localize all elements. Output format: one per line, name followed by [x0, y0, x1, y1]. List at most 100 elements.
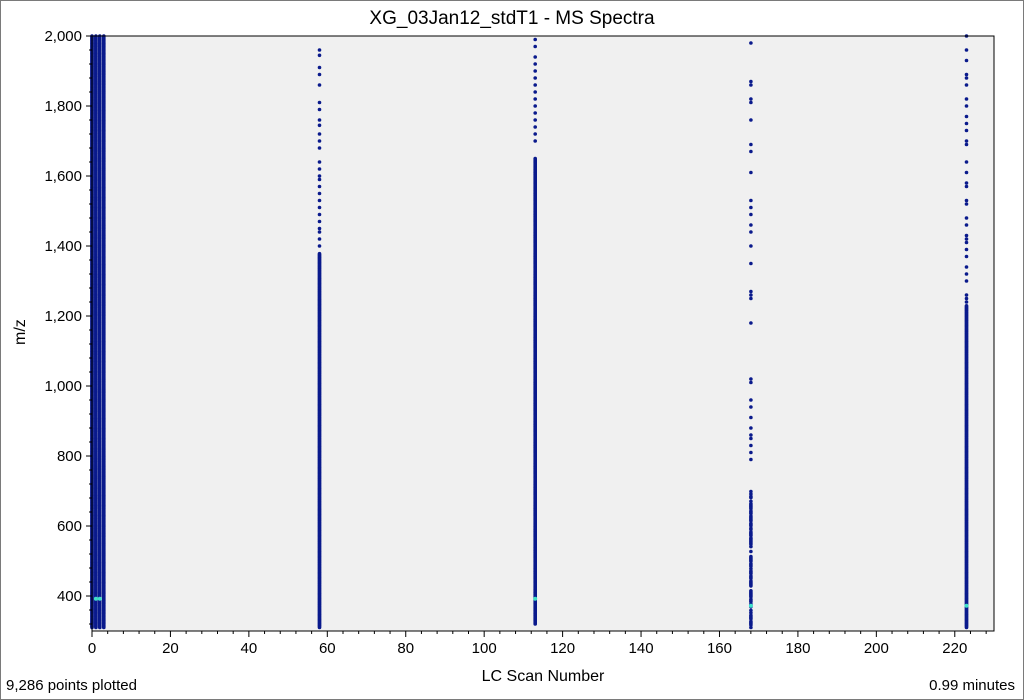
data-point [964, 139, 969, 143]
data-point [749, 608, 753, 613]
data-point [749, 289, 753, 294]
data-point [317, 198, 322, 203]
data-point [964, 128, 969, 133]
data-point [749, 149, 753, 154]
data-point [964, 233, 969, 238]
data-point [749, 198, 753, 203]
data-point [749, 296, 753, 301]
data-point [317, 123, 322, 128]
data-point [317, 237, 322, 241]
data-point [964, 114, 969, 119]
data-point [749, 223, 753, 227]
x-tick-label: 140 [629, 640, 654, 657]
data-point [317, 244, 322, 248]
y-tick-label: 1,400 [44, 238, 82, 255]
data-point [749, 443, 753, 448]
data-point [964, 160, 969, 164]
data-point [964, 184, 969, 189]
scan-113-points [533, 37, 537, 626]
y-tick-label: 1,600 [44, 168, 82, 185]
y-tick-label: 1,800 [44, 98, 82, 115]
data-point [964, 254, 969, 259]
data-point [964, 181, 969, 185]
data-point [749, 457, 753, 462]
data-point [749, 499, 753, 504]
data-point [317, 48, 322, 52]
data-point [749, 436, 753, 441]
data-point [317, 139, 322, 143]
data-point [964, 304, 969, 308]
data-point [317, 72, 322, 77]
data-point [317, 100, 322, 105]
scan-58-points [317, 48, 322, 630]
data-point [749, 415, 753, 420]
data-point [533, 37, 537, 42]
data-point [749, 170, 753, 175]
data-point [317, 251, 322, 256]
data-point [533, 62, 537, 66]
data-point [964, 247, 969, 252]
data-point [317, 226, 322, 231]
data-point [749, 244, 753, 248]
data-point [317, 118, 322, 122]
data-point [964, 170, 969, 175]
x-tick-label: 120 [550, 640, 575, 657]
elapsed-time-status: 0.99 minutes [929, 677, 1015, 694]
x-tick-label: 80 [397, 640, 414, 657]
data-point [964, 202, 969, 206]
chart-title: XG_03Jan12_stdT1 - MS Spectra [369, 8, 655, 29]
data-point [964, 237, 969, 241]
data-point [317, 83, 322, 87]
data-point [317, 191, 322, 196]
data-point [749, 554, 753, 559]
points-plotted-status: 9,286 points plotted [6, 677, 137, 694]
x-tick-label: 160 [707, 640, 732, 657]
data-point [964, 293, 969, 297]
data-point [749, 41, 753, 45]
data-point [749, 433, 753, 437]
data-point [533, 97, 537, 101]
highlight-point [748, 603, 753, 608]
data-point [749, 450, 753, 455]
data-point [317, 230, 322, 234]
data-point [749, 230, 753, 234]
data-point [533, 111, 537, 115]
data-point [749, 377, 753, 381]
x-tick-label: 100 [472, 640, 497, 657]
x-tick-label: 20 [162, 640, 179, 657]
scan-223-points [964, 34, 969, 630]
data-point [964, 300, 969, 304]
data-point [964, 198, 969, 203]
data-point [533, 83, 537, 87]
data-point [749, 97, 753, 101]
data-point [749, 118, 753, 122]
data-point [317, 174, 322, 178]
data-point [533, 118, 537, 122]
data-point [749, 405, 753, 409]
data-point [533, 55, 537, 59]
data-point [317, 107, 322, 112]
data-point [964, 265, 969, 269]
y-tick-label: 1,000 [44, 378, 82, 395]
data-point [749, 79, 753, 84]
scan-1-points [94, 34, 98, 630]
data-point [964, 83, 969, 87]
data-point [317, 212, 322, 217]
data-point [317, 219, 322, 224]
x-axis-label: LC Scan Number [481, 668, 605, 685]
data-point [317, 160, 322, 164]
data-point [964, 48, 969, 52]
y-tick-label: 2,000 [44, 28, 82, 45]
highlight-point [97, 596, 102, 601]
scan-3-points [102, 34, 106, 630]
data-point [964, 240, 969, 245]
data-point [317, 167, 322, 171]
data-point [533, 69, 537, 73]
data-point [317, 132, 322, 136]
x-tick-label: 180 [785, 640, 810, 657]
data-point [964, 296, 969, 301]
x-tick-label: 40 [241, 640, 258, 657]
data-point [964, 142, 969, 147]
data-point [964, 104, 969, 108]
